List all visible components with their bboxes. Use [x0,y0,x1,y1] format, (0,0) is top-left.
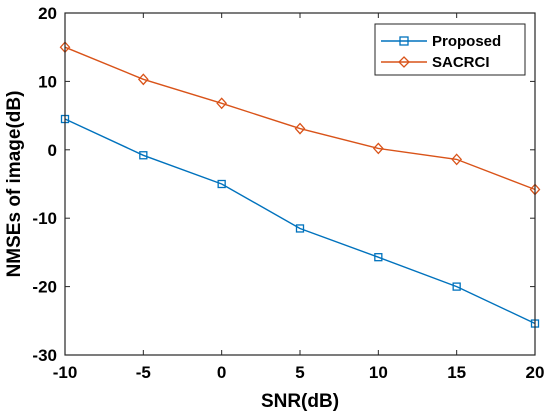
x-tick-label: 5 [295,363,304,382]
x-tick-label: 15 [447,363,466,382]
y-tick-label: -20 [32,278,57,297]
data-point-proposed [139,151,148,160]
y-tick-label: 0 [48,141,57,160]
x-tick-label: 20 [526,363,545,382]
data-point-proposed [217,179,226,189]
data-point-proposed [374,253,383,262]
data-point-sacrci [137,73,149,86]
legend-marker-sacrci [398,56,410,68]
data-point-proposed [452,282,461,291]
ticks-layer: -10 -5 0 5 10 15 20 -30 -20 -10 0 10 20 [32,4,544,382]
legend-label-sacrci: SACRCI [432,54,490,71]
legend: Proposed SACRCI [374,23,526,76]
data-point-sacrci [372,142,384,155]
legend-marker-proposed [399,36,409,46]
series-line-proposed [64,118,536,325]
data-point-sacrci [216,97,228,110]
legend-label-proposed: Proposed [432,33,501,50]
legend-box [374,23,526,76]
y-tick-label: 20 [38,4,57,23]
series-line-sacrci [64,46,536,191]
y-tick-label: -10 [32,209,57,228]
y-tick-label: -30 [32,346,57,365]
x-axis-label: SNR(dB) [261,391,339,412]
data-point-sacrci [451,153,463,166]
x-tick-label: -10 [53,363,78,382]
y-tick-label: 10 [38,72,57,91]
data-point-sacrci [294,122,306,135]
data-point-proposed [295,224,305,233]
x-tick-label: -5 [136,363,151,382]
y-axis-label: NMSEs of image(dB) [4,91,25,278]
x-tick-label: 10 [369,363,388,382]
x-tick-label: 0 [217,363,226,382]
